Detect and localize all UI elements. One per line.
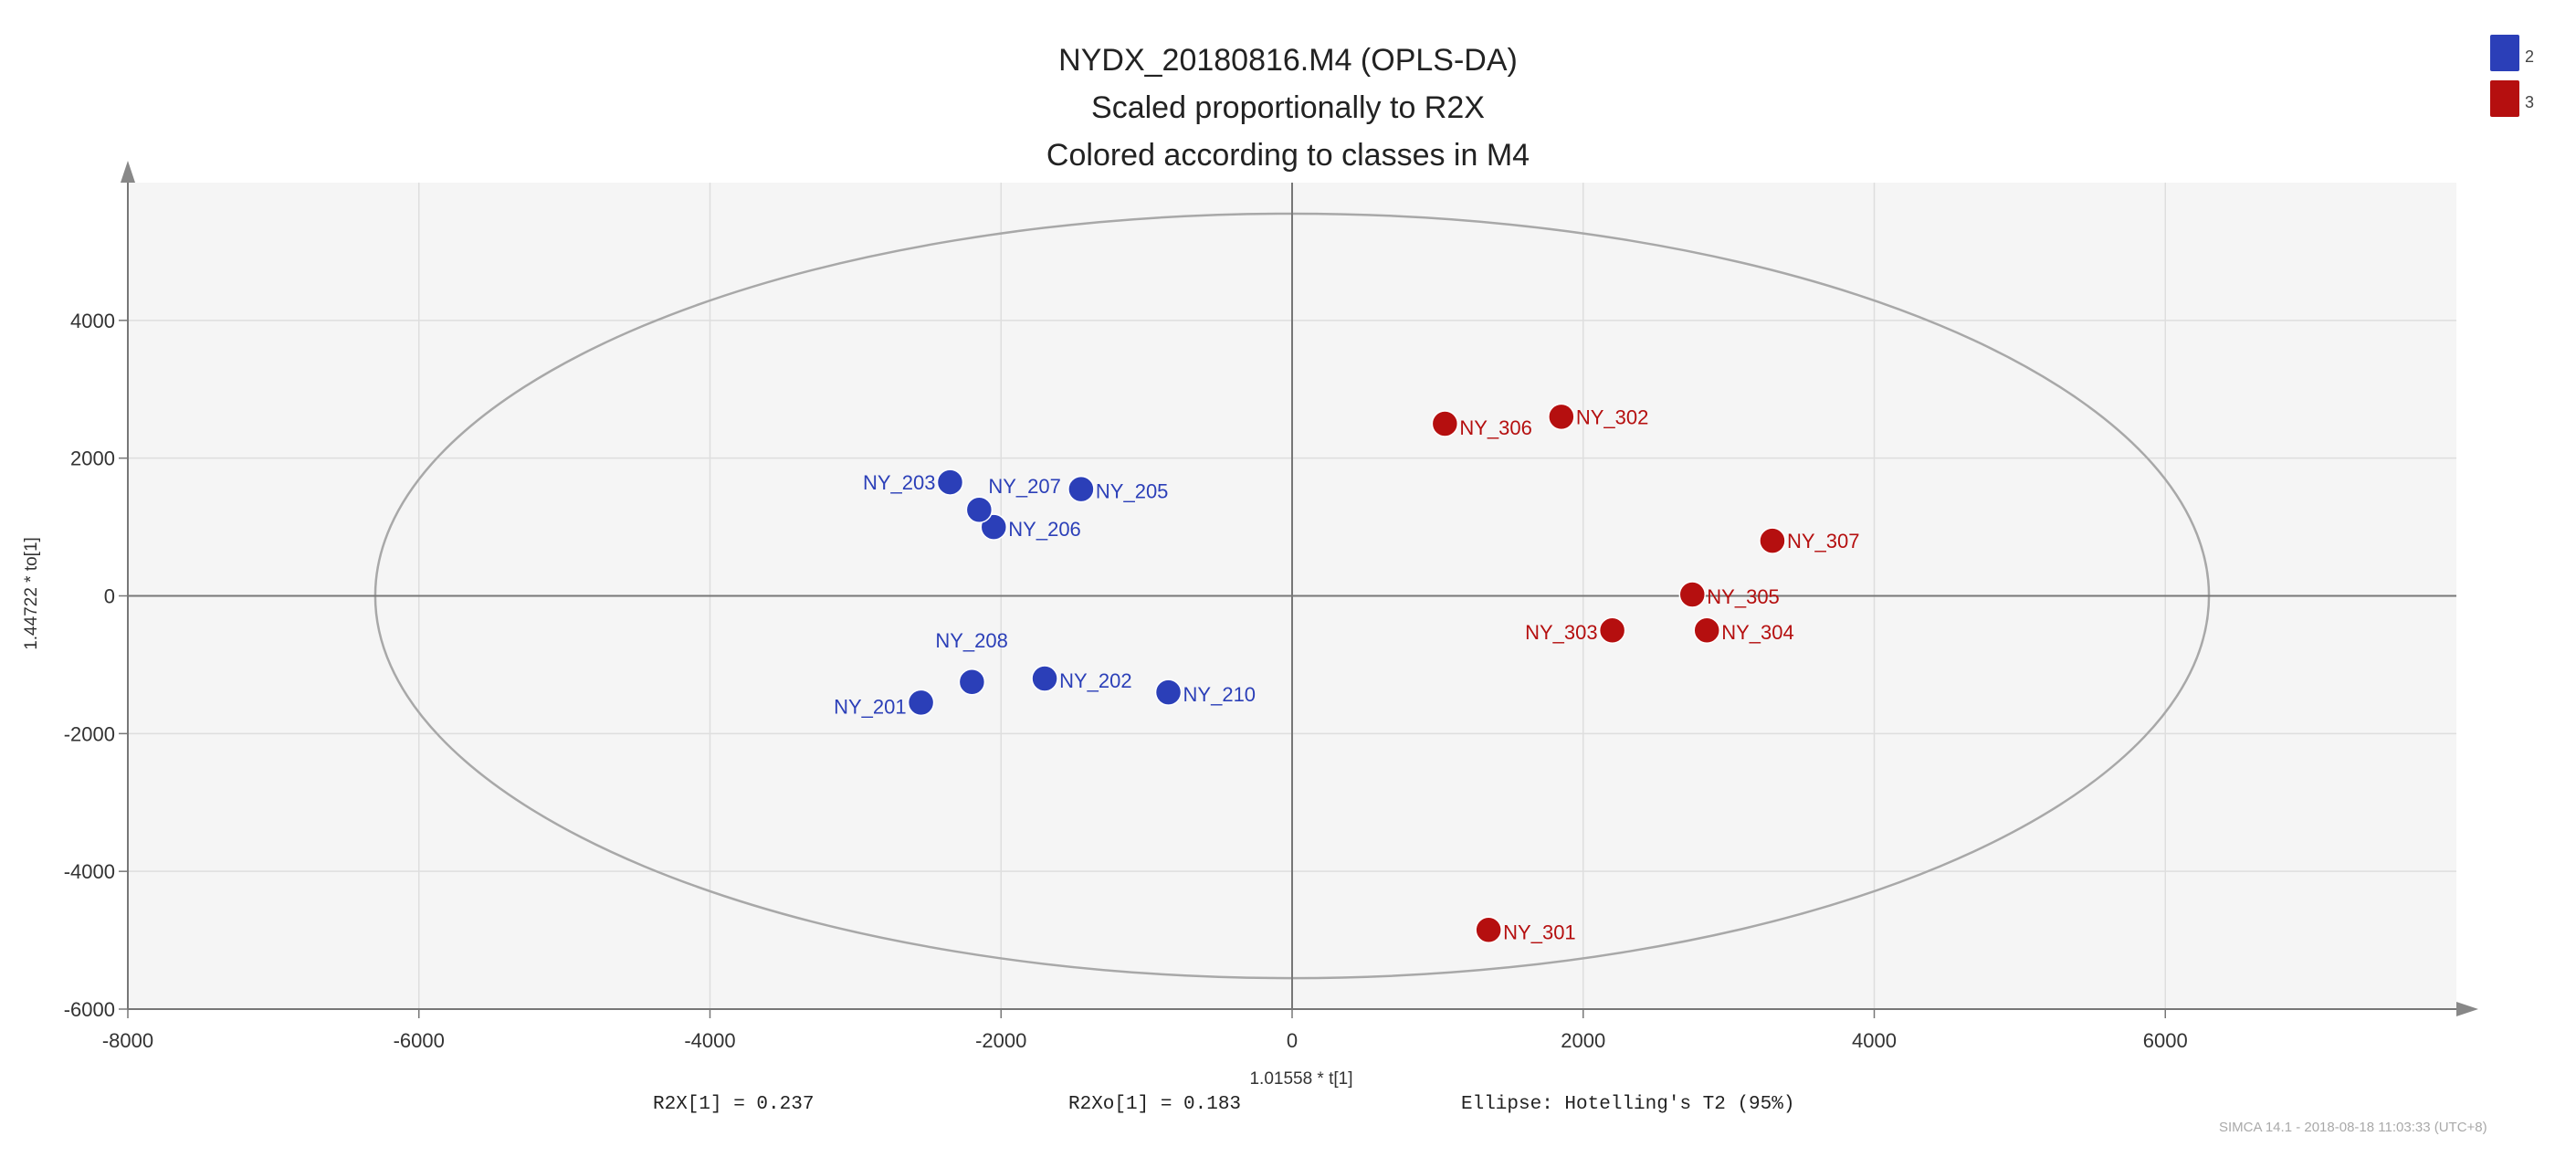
tick-labels: -8000 -6000 -4000 -2000 0 2000 4000 6000 -6000 -4… xyxy=(64,310,2188,1052)
x-tick-label: -4000 xyxy=(684,1029,735,1052)
point-label-ny-302: NY_302 xyxy=(1576,405,1649,428)
point-label-ny-206: NY_206 xyxy=(1008,518,1081,541)
point-ny-301 xyxy=(1475,916,1502,944)
point-label-ny-301: NY_301 xyxy=(1503,921,1576,943)
point-ny-307 xyxy=(1759,527,1786,554)
r2xo-stat: R2Xo[1] = 0.183 xyxy=(1068,1094,1242,1115)
x-tick-label: 2000 xyxy=(1561,1029,1605,1052)
y-axis-arrow xyxy=(121,161,135,183)
y-tick-label: -2000 xyxy=(64,722,115,745)
y-tick-label: -4000 xyxy=(64,860,115,883)
point-label-ny-207: NY_207 xyxy=(988,475,1061,498)
axes xyxy=(119,161,2478,1018)
software-footer: SIMCA 14.1 - 2018-08-18 11:03:33 (UTC+8) xyxy=(2219,1120,2487,1135)
x-axis-label: 1.01558 * t[1] xyxy=(1249,1069,1352,1089)
point-label-ny-210: NY_210 xyxy=(1183,683,1256,706)
point-label-ny-202: NY_202 xyxy=(1059,669,1132,692)
x-tick-label: -8000 xyxy=(102,1029,153,1052)
point-label-ny-303: NY_303 xyxy=(1525,621,1598,644)
y-tick-label: 2000 xyxy=(70,447,115,470)
legend-swatch-class-3 xyxy=(2490,80,2519,117)
point-label-ny-205: NY_205 xyxy=(1096,480,1169,503)
x-tick-label: 6000 xyxy=(2143,1029,2188,1052)
chart-titles: NYDX_20180816.M4 (OPLS-DA) Scaled propor… xyxy=(0,37,2576,179)
point-ny-304 xyxy=(1693,616,1720,644)
legend-label-class-3: 3 xyxy=(2525,93,2535,111)
point-ny-210 xyxy=(1154,679,1183,706)
point-label-ny-203: NY_203 xyxy=(863,471,936,494)
x-axis-arrow xyxy=(2456,1002,2478,1016)
x-tick-label: -6000 xyxy=(394,1029,445,1052)
point-ny-203 xyxy=(936,468,964,496)
legend-label-class-2: 2 xyxy=(2525,47,2535,66)
legend-swatch-class-2 xyxy=(2490,35,2519,71)
r2x-stat: R2X[1] = 0.237 xyxy=(653,1094,815,1115)
ellipse-stat: Ellipse: Hotelling's T2 (95%) xyxy=(1461,1094,1795,1115)
point-ny-303 xyxy=(1598,616,1626,644)
chart-subtitle-scaling: Scaled proportionally to R2X xyxy=(1091,90,1485,125)
point-ny-202 xyxy=(1031,665,1058,692)
point-label-ny-305: NY_305 xyxy=(1707,585,1780,608)
y-axis-label: 1.44722 * to[1] xyxy=(22,537,41,650)
point-label-ny-208: NY_208 xyxy=(935,629,1008,652)
chart-subtitle-coloring: Colored according to classes in M4 xyxy=(1046,138,1530,173)
y-tick-label: 4000 xyxy=(70,310,115,332)
point-ny-306 xyxy=(1431,410,1459,437)
point-ny-205 xyxy=(1067,475,1095,503)
y-tick-label: 0 xyxy=(104,585,115,608)
point-label-ny-306: NY_306 xyxy=(1459,416,1532,439)
x-tick-label: -2000 xyxy=(975,1029,1026,1052)
chart-title: NYDX_20180816.M4 (OPLS-DA) xyxy=(1058,43,1518,78)
data-points: NY_201 NY_202 NY_203 NY_205 NY_206 NY_207 NY_2… xyxy=(834,403,1860,944)
x-tick-label: 0 xyxy=(1287,1029,1298,1052)
y-tick-label: -6000 xyxy=(64,998,115,1021)
point-ny-201 xyxy=(907,689,935,717)
point-ny-302 xyxy=(1548,403,1575,431)
x-tick-label: 4000 xyxy=(1852,1029,1897,1052)
point-label-ny-201: NY_201 xyxy=(834,695,907,718)
point-ny-206 xyxy=(980,513,1008,541)
point-label-ny-307: NY_307 xyxy=(1787,530,1860,552)
point-label-ny-304: NY_304 xyxy=(1721,621,1794,644)
point-ny-208 xyxy=(958,668,986,696)
point-ny-305 xyxy=(1678,581,1707,608)
point-ny-207 xyxy=(965,496,994,523)
